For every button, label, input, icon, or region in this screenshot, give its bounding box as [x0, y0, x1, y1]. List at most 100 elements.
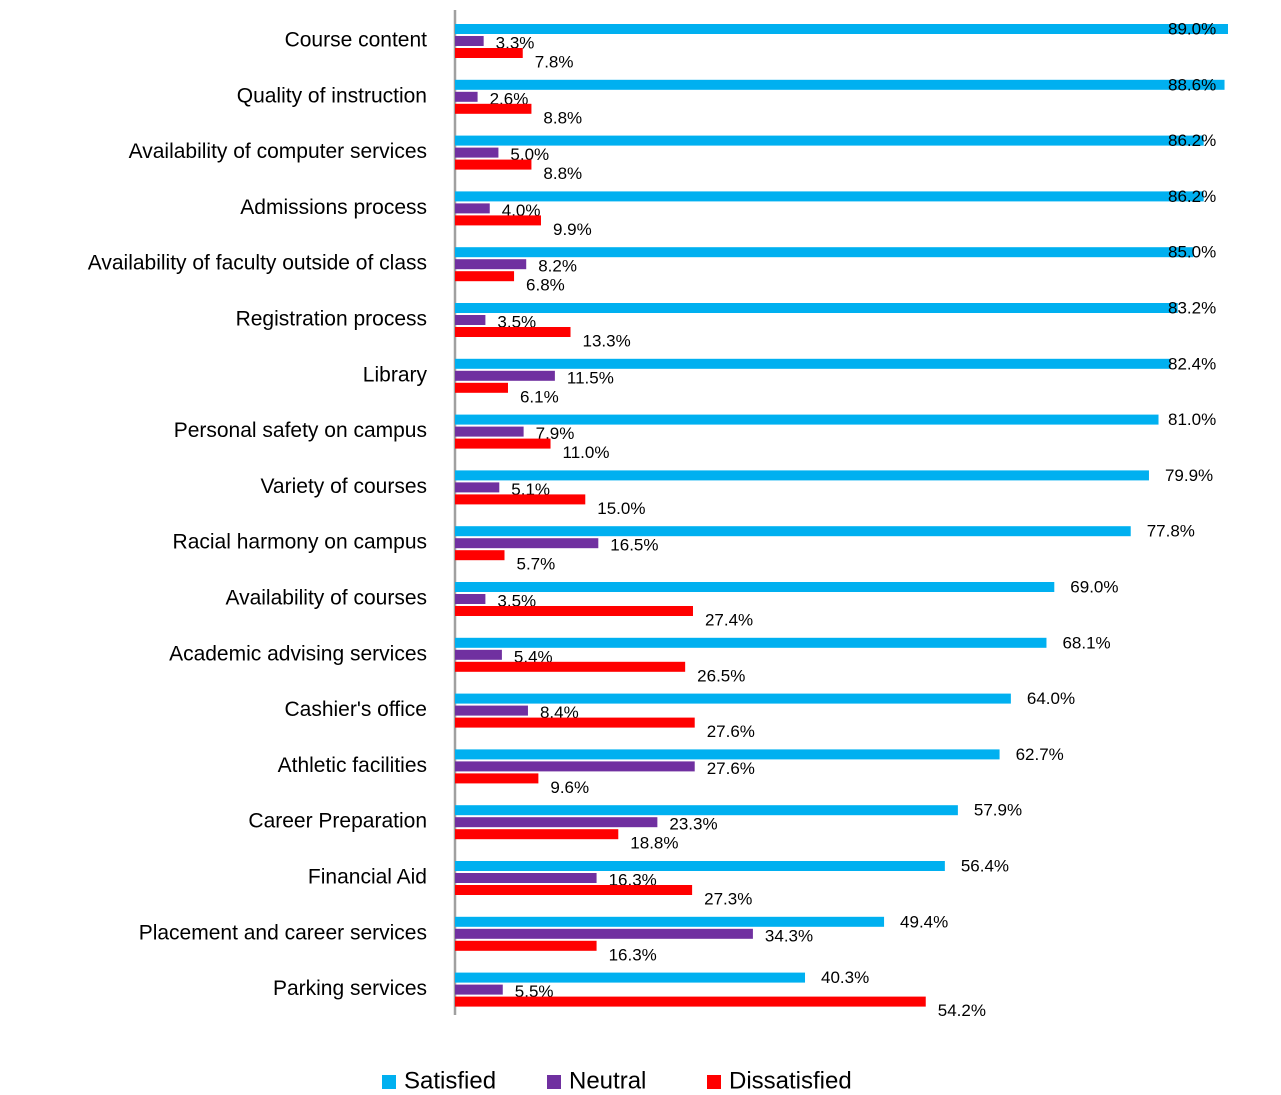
category-label: Admissions process: [240, 196, 427, 219]
data-label: 9.9%: [553, 220, 592, 239]
data-label: 83.2%: [1168, 298, 1216, 317]
legend-label: Neutral: [569, 1067, 646, 1094]
bar: [455, 79, 1225, 90]
data-label: 8.2%: [538, 257, 577, 276]
bar: [455, 805, 958, 816]
data-label: 16.3%: [609, 945, 657, 964]
data-label: 16.3%: [609, 870, 657, 889]
data-label: 3.3%: [496, 33, 535, 52]
bar: [455, 382, 508, 393]
bar: [455, 315, 486, 325]
category-label: Athletic facilities: [278, 754, 427, 777]
bar: [455, 482, 500, 493]
category-label: Racial harmony on campus: [173, 531, 427, 554]
bar: [455, 203, 490, 214]
category-label: Career Preparation: [248, 810, 427, 833]
data-label: 68.1%: [1062, 633, 1110, 652]
bar: [455, 438, 551, 449]
data-label: 27.3%: [704, 889, 752, 908]
bar: [455, 259, 527, 270]
data-label: 82.4%: [1168, 354, 1216, 373]
data-label: 69.0%: [1070, 577, 1118, 596]
data-label: 7.8%: [535, 52, 574, 71]
data-label: 6.1%: [520, 387, 559, 406]
data-label: 2.6%: [490, 89, 529, 108]
category-label: Quality of instruction: [237, 84, 427, 107]
data-label: 7.9%: [536, 424, 575, 443]
data-label: 18.8%: [630, 834, 678, 853]
data-label: 15.0%: [597, 499, 645, 518]
data-label: 57.9%: [974, 801, 1022, 820]
bar: [455, 271, 515, 282]
bar: [455, 873, 597, 883]
bar: [455, 649, 502, 660]
legend-swatch: [382, 1075, 396, 1089]
category-label: Course content: [285, 29, 428, 52]
data-label: 13.3%: [583, 331, 631, 350]
data-label: 23.3%: [669, 815, 717, 834]
bar: [455, 550, 505, 561]
category-label: Personal safety on campus: [174, 419, 427, 442]
bar: [455, 24, 1228, 34]
data-label: 5.5%: [515, 982, 554, 1001]
bar: [455, 861, 945, 871]
bar: [455, 247, 1194, 258]
bar: [455, 761, 695, 772]
category-label: Availability of computer services: [129, 140, 427, 163]
data-label: 4.0%: [502, 201, 541, 220]
category-label: Variety of courses: [260, 475, 427, 498]
legend-label: Satisfied: [404, 1067, 496, 1094]
bar: [455, 984, 503, 995]
data-label: 86.2%: [1168, 187, 1216, 206]
bar: [455, 426, 524, 437]
bar: [455, 191, 1204, 202]
bar: [455, 215, 541, 226]
data-label: 62.7%: [1016, 745, 1064, 764]
bar: [455, 885, 693, 895]
bar: [455, 159, 532, 170]
bar: [455, 470, 1149, 481]
category-label: Parking services: [273, 977, 427, 1000]
bar: [455, 36, 484, 46]
data-label: 56.4%: [961, 856, 1009, 875]
bar: [455, 928, 753, 939]
data-label: 88.6%: [1168, 75, 1216, 94]
data-label: 11.0%: [563, 443, 610, 462]
bar: [455, 717, 695, 728]
data-label: 5.4%: [514, 647, 553, 666]
data-label: 5.1%: [511, 480, 550, 499]
bar: [455, 773, 539, 784]
data-label: 85.0%: [1168, 243, 1216, 262]
bar: [455, 817, 658, 828]
category-label: Library: [363, 363, 428, 386]
bar: [455, 594, 486, 604]
data-label: 6.8%: [526, 276, 565, 295]
category-label: Financial Aid: [308, 866, 427, 889]
data-label: 81.0%: [1168, 410, 1216, 429]
bar: [455, 135, 1204, 146]
bar: [455, 661, 686, 672]
data-label: 8.4%: [540, 703, 579, 722]
data-label: 64.0%: [1027, 689, 1075, 708]
data-label: 49.4%: [900, 912, 948, 931]
bar: [455, 972, 806, 983]
bar: [455, 358, 1171, 369]
data-label: 54.2%: [938, 1001, 986, 1020]
data-label: 26.5%: [697, 666, 745, 685]
category-label: Academic advising services: [169, 642, 427, 665]
legend-label: Dissatisfied: [729, 1067, 852, 1094]
bar: [455, 916, 885, 927]
data-label: 3.5%: [497, 591, 536, 610]
data-label: 27.6%: [707, 722, 755, 741]
data-label: 86.2%: [1168, 131, 1216, 150]
data-label: 5.0%: [510, 145, 549, 164]
category-label: Placement and career services: [139, 921, 427, 944]
bar: [455, 414, 1159, 425]
data-label: 16.5%: [610, 536, 658, 555]
bar: [455, 996, 926, 1007]
data-label: 89.0%: [1168, 19, 1216, 38]
bar: [455, 327, 571, 337]
data-label: 9.6%: [550, 778, 589, 797]
bar: [455, 526, 1131, 537]
